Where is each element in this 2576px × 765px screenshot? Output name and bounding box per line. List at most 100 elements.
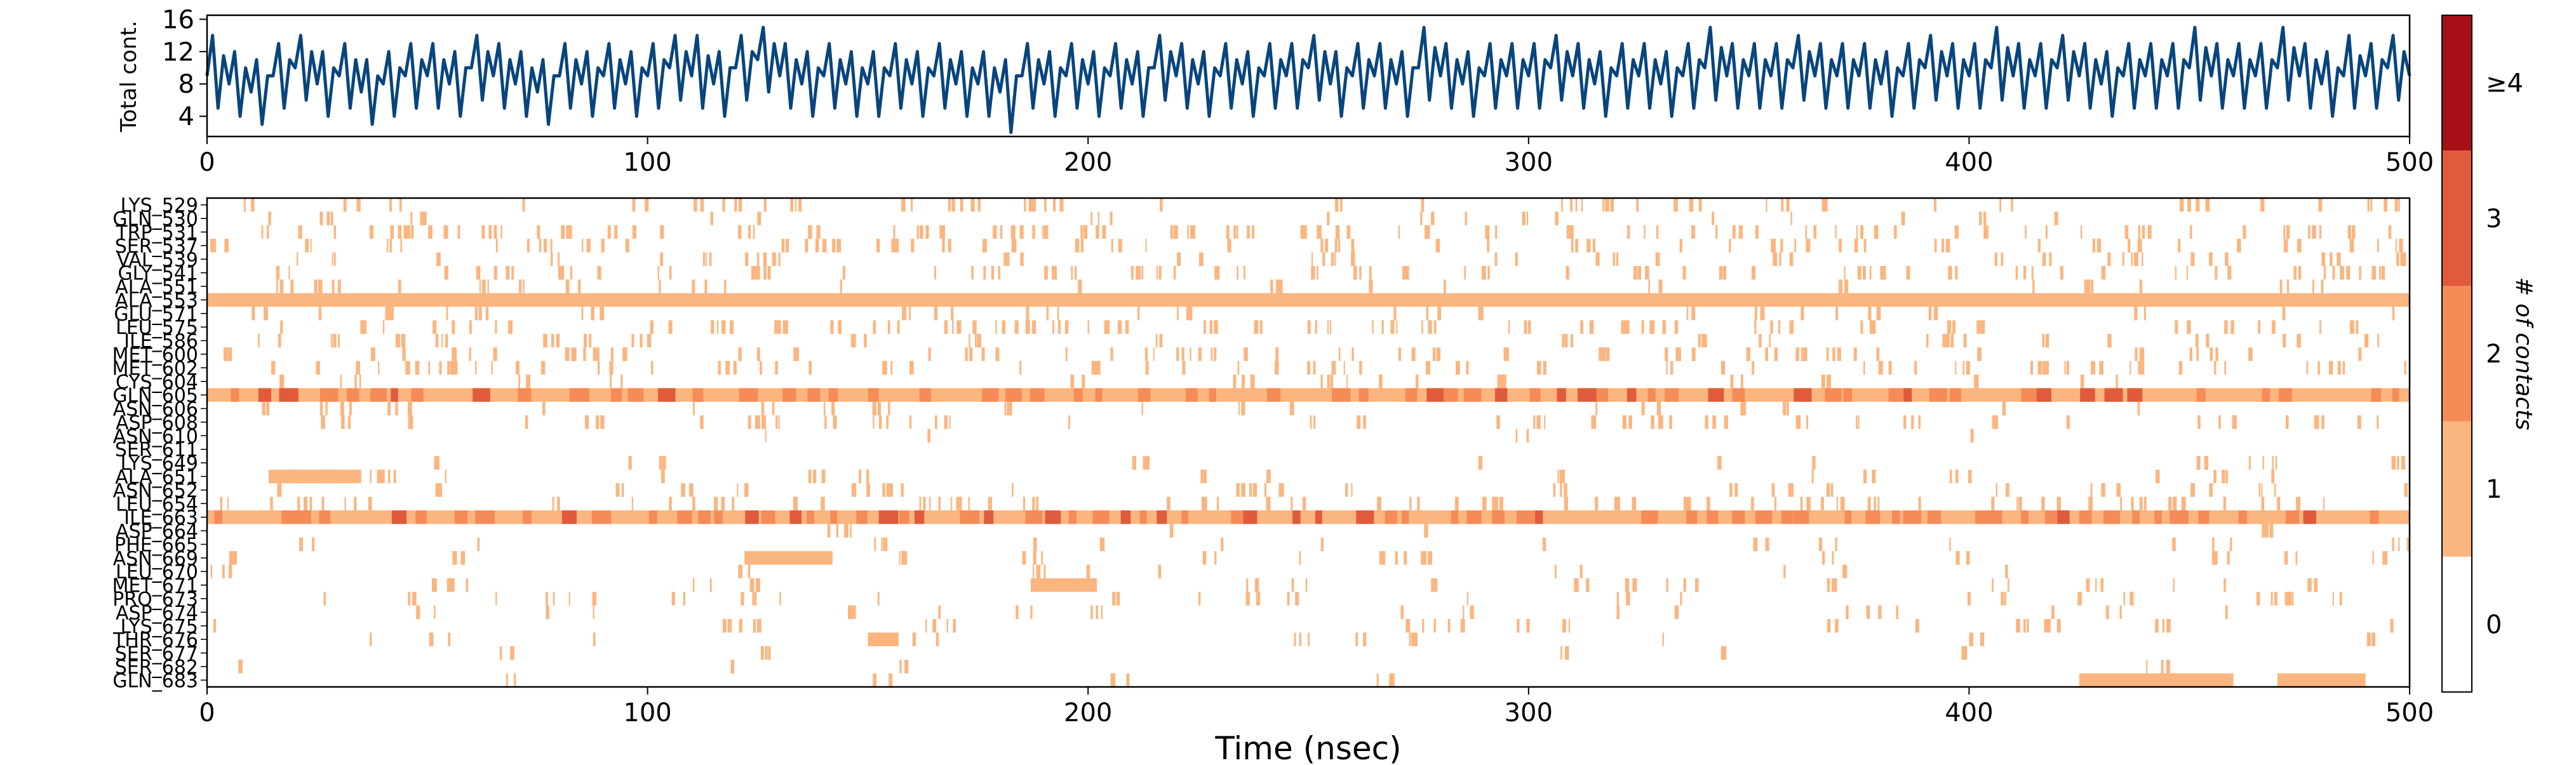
heatmap-cell bbox=[1963, 333, 1967, 348]
heatmap-cell bbox=[2224, 320, 2228, 334]
heatmap-cell bbox=[1033, 537, 1037, 552]
heatmap-cell bbox=[866, 469, 869, 484]
heatmap-cell bbox=[446, 578, 450, 592]
y-tick-label: 4 bbox=[178, 102, 194, 131]
heatmap-cell bbox=[2128, 239, 2131, 253]
heatmap-cell bbox=[1381, 320, 1384, 334]
heatmap-cell bbox=[593, 605, 594, 620]
heatmap-cell bbox=[356, 198, 361, 212]
heatmap-cell bbox=[1331, 361, 1336, 375]
heatmap-cell bbox=[1789, 320, 1794, 334]
heatmap-cell bbox=[2357, 415, 2361, 429]
heatmap-cell bbox=[2272, 456, 2274, 470]
heatmap-cell bbox=[1300, 225, 1305, 239]
heatmap-cell bbox=[2382, 551, 2385, 565]
heatmap-cell bbox=[1110, 211, 1113, 225]
heatmap-segment bbox=[2079, 673, 2234, 687]
heatmap-cell bbox=[2198, 510, 2210, 524]
heatmap-cell bbox=[951, 198, 955, 212]
heatmap-cell bbox=[1891, 510, 1900, 524]
heatmap-cell bbox=[473, 388, 490, 402]
heatmap-cell bbox=[1641, 401, 1645, 416]
heatmap-cell bbox=[901, 198, 906, 212]
heatmap-cell bbox=[2154, 510, 2162, 524]
heatmap-cell bbox=[2283, 225, 2286, 239]
heatmap-cell bbox=[1605, 198, 1609, 212]
heatmap-cell bbox=[2091, 279, 2094, 293]
heatmap-cell bbox=[894, 239, 899, 253]
heatmap-cell bbox=[1494, 252, 1498, 266]
heatmap-cell bbox=[2005, 483, 2009, 497]
heatmap-cell bbox=[1236, 483, 1240, 497]
heatmap-cell bbox=[543, 333, 547, 348]
heatmap-cell bbox=[693, 401, 695, 416]
heatmap-cell bbox=[1449, 619, 1451, 633]
heatmap-cell bbox=[1434, 578, 1438, 592]
heatmap-cell bbox=[1906, 265, 1910, 280]
heatmap-cell bbox=[408, 401, 411, 416]
heatmap-segment bbox=[2277, 673, 2366, 687]
row-label: TRP_531 bbox=[115, 222, 198, 244]
heatmap-cell bbox=[1421, 320, 1423, 334]
heatmap-cell bbox=[1656, 225, 1659, 239]
heatmap-cell bbox=[1781, 198, 1784, 212]
heatmap-cell bbox=[662, 456, 666, 470]
heatmap-cell bbox=[2261, 483, 2263, 497]
heatmap-cell bbox=[2138, 361, 2142, 375]
heatmap-cell bbox=[683, 592, 685, 606]
heatmap-cell bbox=[1311, 252, 1313, 266]
heatmap-cell bbox=[757, 211, 761, 225]
heatmap-cell bbox=[2147, 225, 2152, 239]
heatmap-cell bbox=[411, 225, 414, 239]
heatmap-cell bbox=[938, 496, 941, 510]
heatmap-cell bbox=[1522, 211, 1526, 225]
heatmap-cell bbox=[1393, 307, 1397, 321]
heatmap-cell bbox=[321, 496, 324, 510]
heatmap-cell bbox=[1683, 578, 1686, 592]
heatmap-cell bbox=[1433, 578, 1437, 592]
heatmap-cell bbox=[2377, 239, 2379, 253]
heatmap-cell bbox=[1070, 375, 1075, 389]
heatmap-cell bbox=[2367, 198, 2370, 212]
heatmap-cell bbox=[382, 320, 385, 334]
heatmap-cell bbox=[1155, 333, 1158, 348]
heatmap-cell bbox=[1332, 388, 1351, 402]
heatmap-cell bbox=[2205, 198, 2210, 212]
row-label: ALA_551 bbox=[115, 276, 198, 298]
heatmap-cell bbox=[2359, 265, 2361, 280]
heatmap-cell bbox=[2166, 660, 2170, 674]
heatmap-cell bbox=[1106, 320, 1110, 334]
heatmap-cell bbox=[2384, 551, 2388, 565]
heatmap-cell bbox=[1169, 524, 1174, 538]
heatmap-cell bbox=[739, 619, 742, 633]
heatmap-cell bbox=[1947, 320, 1952, 334]
heatmap-cell bbox=[681, 483, 685, 497]
heatmap-cell bbox=[1821, 375, 1825, 389]
row-label: GLN_683 bbox=[112, 670, 198, 692]
heatmap-cell bbox=[207, 293, 2410, 307]
heatmap-cell bbox=[2134, 307, 2138, 321]
heatmap-cell bbox=[1036, 496, 1039, 510]
heatmap-cell bbox=[1478, 307, 1482, 321]
heatmap-cell bbox=[1068, 415, 1070, 429]
heatmap-cell bbox=[2364, 333, 2369, 348]
heatmap-cell bbox=[1369, 265, 1372, 280]
heatmap-cell bbox=[833, 415, 837, 429]
heatmap-cell bbox=[2297, 239, 2302, 253]
heatmap-cell bbox=[968, 496, 970, 510]
heatmap-cell bbox=[2321, 252, 2325, 266]
heatmap-cell bbox=[1237, 361, 1240, 375]
heatmap-cells bbox=[207, 198, 2410, 687]
heatmap-cell bbox=[2223, 496, 2226, 510]
heatmap-cell bbox=[1409, 632, 1411, 646]
heatmap-cell bbox=[763, 252, 767, 266]
heatmap-cell bbox=[1327, 375, 1330, 389]
heatmap-cell bbox=[1190, 307, 1193, 321]
heatmap-cell bbox=[2130, 361, 2131, 375]
heatmap-cell bbox=[1656, 401, 1661, 416]
heatmap-cell bbox=[396, 333, 399, 348]
top-y-axis-label: Total cont. bbox=[116, 20, 142, 132]
heatmap-cell bbox=[753, 265, 757, 280]
heatmap-cell bbox=[607, 225, 611, 239]
heatmap-cell bbox=[1275, 279, 1279, 293]
